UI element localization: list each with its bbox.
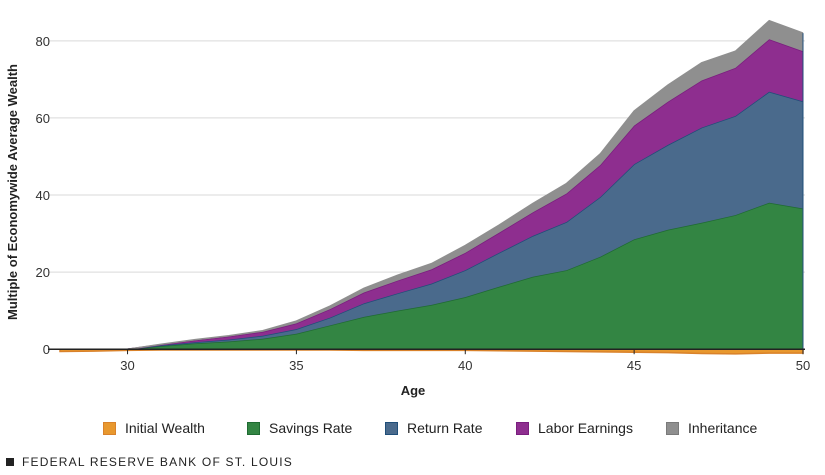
area-edge-inheritance — [60, 19, 804, 350]
legend-item-inheritance: Inheritance — [666, 418, 757, 438]
legend: Initial Wealth Savings Rate Return Rate … — [0, 418, 825, 440]
x-tick-label-30: 30 — [120, 358, 134, 373]
area-savings-rate — [60, 202, 803, 350]
axes: 0 20 40 60 80 30 35 40 45 50 — [36, 34, 811, 373]
legend-label-initial-wealth: Initial Wealth — [125, 420, 205, 436]
y-tick-label-0: 0 — [43, 342, 50, 357]
y-tick-label-20: 20 — [36, 265, 50, 280]
legend-label-labor-earnings: Labor Earnings — [538, 420, 633, 436]
legend-swatch-initial-wealth — [103, 421, 116, 435]
y-tick-label-40: 40 — [36, 188, 50, 203]
legend-label-savings-rate: Savings Rate — [269, 420, 353, 436]
footer: FEDERAL RESERVE BANK OF ST. LOUIS — [6, 455, 293, 469]
legend-swatch-labor-earnings — [516, 421, 529, 435]
legend-label-return-rate: Return Rate — [407, 420, 483, 436]
x-tick-label-40: 40 — [458, 358, 472, 373]
legend-swatch-return-rate — [385, 421, 398, 435]
x-tick-label-50: 50 — [796, 358, 810, 373]
legend-item-initial-wealth: Initial Wealth — [103, 418, 205, 438]
legend-item-labor-earnings: Labor Earnings — [516, 418, 633, 438]
source-credit: FEDERAL RESERVE BANK OF ST. LOUIS — [22, 455, 293, 469]
area-return-rate — [60, 91, 803, 350]
x-axis-title: Age — [401, 383, 426, 398]
legend-swatch-savings-rate — [247, 421, 260, 435]
legend-label-inheritance: Inheritance — [688, 420, 758, 436]
y-tick-label-80: 80 — [36, 34, 50, 49]
legend-swatch-inheritance — [666, 421, 679, 435]
stacked-areas — [59, 19, 804, 355]
legend-item-return-rate: Return Rate — [385, 418, 482, 438]
y-tick-label-60: 60 — [36, 111, 50, 126]
legend-item-savings-rate: Savings Rate — [247, 418, 352, 438]
y-axis-title: Multiple of Economywide Average Wealth — [5, 64, 20, 320]
x-tick-label-45: 45 — [627, 358, 641, 373]
x-tick-label-35: 35 — [289, 358, 303, 373]
footer-square-icon — [6, 458, 14, 466]
